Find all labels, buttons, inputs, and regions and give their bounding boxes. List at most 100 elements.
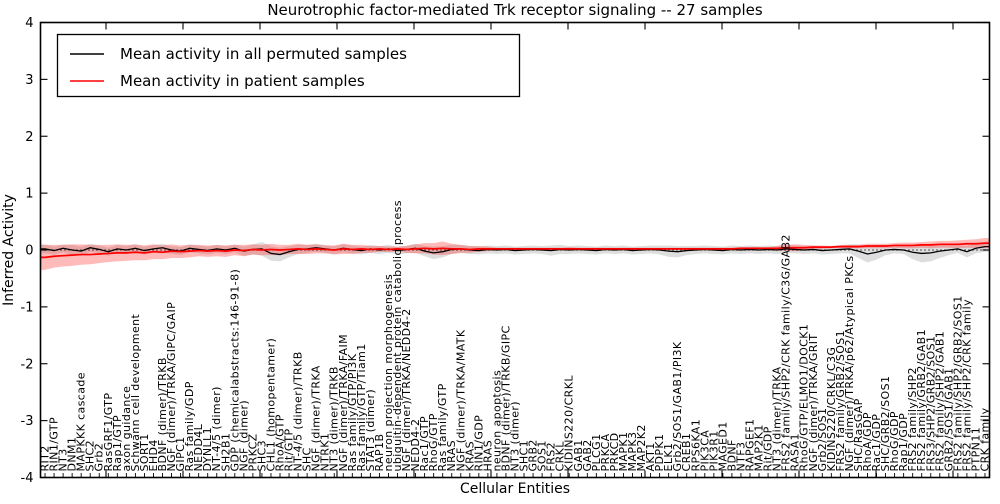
- x-category-label: GRB2/SOS1/GAB1: [942, 368, 955, 472]
- x-category-label: RhoA/GTP: [274, 414, 287, 471]
- x-category-label: RasGRF1/GTP: [102, 393, 115, 472]
- legend-label-permuted: Mean activity in all permuted samples: [120, 45, 407, 63]
- x-category-label: BDNF: [725, 439, 738, 471]
- legend-label-patient: Mean activity in patient samples: [120, 72, 365, 90]
- x-category-label: NGF (dimer)/TRKA/p62/Atypical PKCs: [843, 256, 856, 472]
- x-category-label: KIDINS220/CRKL/C3G: [825, 347, 838, 472]
- x-category-label: Ras family/GTP/PI3K: [346, 353, 359, 471]
- x-category-label: FRS2 family/GRB2/SOS1: [834, 330, 847, 472]
- x-category-label: SHC1: [518, 440, 531, 472]
- x-category-label: FRS2 family/SHP2/CRK family/C3G/GAB2: [780, 234, 793, 471]
- x-category-label: GIPC1: [174, 436, 187, 471]
- x-category-label: RAPGEF1: [743, 419, 756, 472]
- x-category-label: NGF (dimer)/TRKA/MATK: [454, 329, 467, 471]
- x-category-label: MAPK1: [617, 432, 630, 472]
- x-category-label: RIN1/GDP: [472, 415, 485, 472]
- x-category-label: Rac1/GTP: [418, 416, 431, 472]
- x-category-label: GAB1: [572, 439, 585, 471]
- x-category-label: Ras family/GTP/Tiam1: [355, 343, 368, 471]
- axes-frame: [39, 21, 991, 479]
- x-category-label: KIDINS220/CRKL: [563, 375, 576, 472]
- x-category-label: NT-4/5 (dimer)/TRKB: [292, 351, 305, 471]
- x-category-label: CRK family: [978, 407, 991, 471]
- y-tick-label: -1: [21, 300, 34, 315]
- legend-box: [56, 33, 521, 98]
- x-category-label: SHC3: [255, 440, 268, 472]
- x-category-label: Ras family/GDP: [183, 381, 196, 471]
- x-category-label: Grb2/SOS1: [816, 408, 829, 472]
- x-category-label: BDNF (dimer)/TRKB/GIPC: [499, 325, 512, 471]
- x-category-label: RhoG/GTP/ELMO1/DOCK1: [798, 324, 811, 472]
- x-category-label: PDPK1: [653, 434, 666, 472]
- x-category-label: ELK1: [662, 443, 675, 472]
- x-category-label: Rap1/GTP: [111, 415, 124, 472]
- x-category-label: axon guidance: [120, 386, 133, 472]
- x-category-label: SOS1: [536, 440, 549, 471]
- x-category-label: FRS2 family/SHP2/GAB1: [933, 331, 946, 472]
- x-category-label: BDNF (dimer)/TRKB: [156, 357, 169, 471]
- x-category-label: SHC: [301, 447, 314, 471]
- band-patient: [40, 238, 990, 270]
- x-category-label: RPS6KA1: [689, 419, 702, 472]
- x-category-label: neuron projection morphogenesis: [382, 274, 395, 472]
- x-category-label: Grb2/SOS1/GAB1/PI3K: [671, 341, 684, 471]
- x-category-label: KRAS: [463, 441, 476, 472]
- x-category-label: PTPN11: [969, 427, 982, 472]
- x-category-label: FRS2 family/SHP2: [906, 367, 919, 471]
- x-category-label: NEDD4L: [192, 423, 205, 471]
- x-category-label: RhoG/GTP: [427, 413, 440, 471]
- x-category-label: SHC/GRB2/SOS1: [879, 376, 892, 472]
- x-category-label: PRKCA: [599, 433, 612, 471]
- x-category-label: Rit/GDP: [762, 426, 775, 471]
- x-category-label: CHL1 (homopentamer): [264, 338, 277, 472]
- band-permuted: [40, 241, 990, 263]
- x-category-label: PIK3CA: [698, 430, 711, 472]
- y-tick-label: 0: [25, 244, 33, 259]
- x-category-label: NT3 (dimer): [509, 401, 522, 471]
- x-category-label: CRKL: [554, 441, 567, 472]
- x-category-label: Rit/GTP: [283, 428, 296, 471]
- x-category-label: NGF (dimer)/TRKA/GRIT: [807, 333, 820, 471]
- x-category-label: MAP2K2: [635, 424, 648, 471]
- x-category-label: FRS2 family/GRB2/GAB1: [915, 329, 928, 472]
- legend: Mean activity in all permuted samples Me…: [56, 33, 521, 98]
- x-category-label: FRS2 family/SHP2/GRB2/SOS1: [951, 295, 964, 471]
- x-category-label: Schwann cell development: [129, 313, 142, 471]
- y-axis-title: Inferred Activity: [1, 194, 17, 306]
- x-category-label: CREB1: [680, 433, 693, 472]
- x-category-label: DNM1: [66, 437, 79, 472]
- x-category-label: AKT1: [644, 442, 657, 471]
- x-category-label: NTRK1: [319, 433, 332, 472]
- x-axis-title: Cellular Entities: [460, 481, 570, 497]
- x-category-label: SHC/RasGAP: [852, 398, 865, 471]
- x-category-label: Ras family/GTP: [436, 383, 449, 471]
- chart-title: Neurotrophic factor-mediated Trk recepto…: [267, 1, 763, 19]
- x-category-label: NT3 (dimer)/TRKB: [328, 366, 341, 471]
- series-line-permuted: [40, 245, 990, 256]
- x-category-label: FRS2: [545, 442, 558, 472]
- x-category-label: Rac1/GDP: [870, 414, 883, 472]
- x-category-label: FRS2 family/SHP2/CRK family: [960, 299, 973, 472]
- x-category-label: NGF (dimer)/TRKA/GIPC/GAIP: [165, 302, 178, 472]
- x-category-label: STAT3 (dimer): [364, 389, 377, 472]
- x-category-label: NEDD4-2: [409, 419, 422, 472]
- x-category-label: RIN1/GTP: [48, 417, 61, 472]
- y-tick-label: 1: [25, 187, 33, 202]
- x-category-label: MAPK3: [626, 432, 639, 472]
- series-line-patient: [40, 242, 990, 259]
- x-category-label: RIT2: [39, 445, 52, 471]
- x-category-label: MAP2K1: [753, 424, 766, 471]
- y-tick-label: 3: [25, 73, 33, 88]
- y-tick-label: -4: [21, 471, 34, 486]
- x-category-label: MAPKKK cascade: [75, 372, 88, 471]
- x-category-label: RhoG/GDP: [888, 411, 901, 471]
- x-category-label: Rap1/GDP: [897, 413, 910, 472]
- x-category-label: PLCG1: [590, 434, 603, 472]
- x-category-label: RAP1B: [373, 434, 386, 472]
- y-tick-label: -3: [21, 414, 34, 429]
- x-category-label: SH2B1: [219, 433, 232, 472]
- x-category-label: PIK3R1: [707, 430, 720, 471]
- x-category-label: HRAS: [481, 440, 494, 472]
